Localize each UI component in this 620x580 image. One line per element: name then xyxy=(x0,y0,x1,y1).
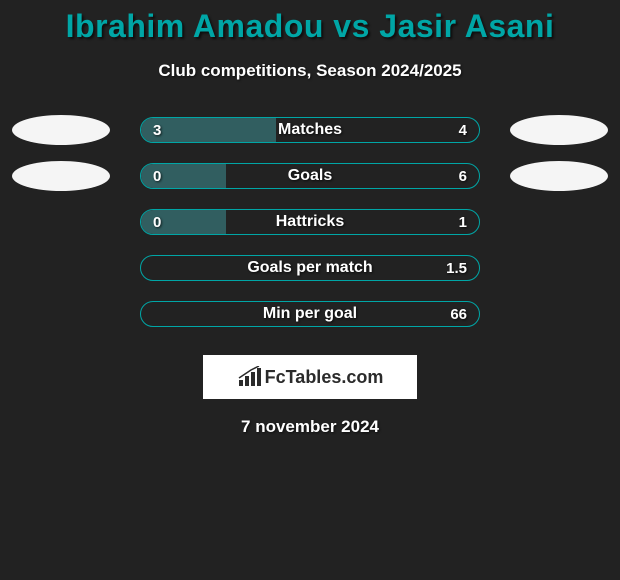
stat-value-left: 0 xyxy=(153,164,161,188)
stat-value-right: 6 xyxy=(459,164,467,188)
stat-row: 06Goals xyxy=(0,163,620,189)
stat-row: 01Hattricks xyxy=(0,209,620,235)
player-right-avatar xyxy=(510,161,608,191)
player-right-avatar xyxy=(510,115,608,145)
brand-badge: FcTables.com xyxy=(203,355,417,399)
chart-icon xyxy=(237,366,263,388)
stat-bar: 34Matches xyxy=(140,117,480,143)
stat-row: 1.5Goals per match xyxy=(0,255,620,281)
stat-value-right: 1 xyxy=(459,210,467,234)
stat-label: Min per goal xyxy=(141,302,479,326)
stat-row: 34Matches xyxy=(0,117,620,143)
stat-bar: 66Min per goal xyxy=(140,301,480,327)
stat-value-right: 66 xyxy=(450,302,467,326)
stat-row: 66Min per goal xyxy=(0,301,620,327)
player-left-avatar xyxy=(12,161,110,191)
stat-bar: 1.5Goals per match xyxy=(140,255,480,281)
page-subtitle: Club competitions, Season 2024/2025 xyxy=(0,61,620,81)
page-title: Ibrahim Amadou vs Jasir Asani xyxy=(0,8,620,45)
stats-bars: 34Matches06Goals01Hattricks1.5Goals per … xyxy=(0,117,620,327)
stat-value-right: 4 xyxy=(459,118,467,142)
stat-label: Goals per match xyxy=(141,256,479,280)
stat-value-left: 3 xyxy=(153,118,161,142)
brand-text: FcTables.com xyxy=(265,367,384,388)
stat-bar: 01Hattricks xyxy=(140,209,480,235)
stat-bar: 06Goals xyxy=(140,163,480,189)
stat-value-left: 0 xyxy=(153,210,161,234)
stat-value-right: 1.5 xyxy=(446,256,467,280)
date-label: 7 november 2024 xyxy=(0,417,620,437)
player-left-avatar xyxy=(12,115,110,145)
